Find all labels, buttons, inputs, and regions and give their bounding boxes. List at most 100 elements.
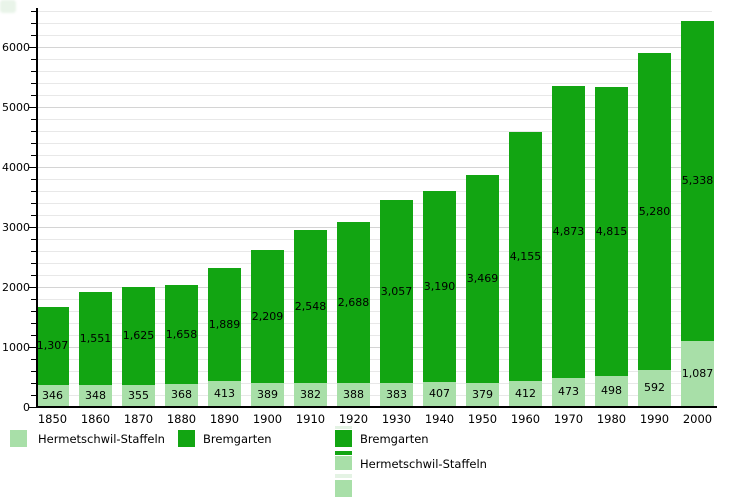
y-minor-tick	[31, 323, 36, 324]
y-tick-label: 5000	[2, 101, 30, 114]
gridline-minor	[38, 383, 712, 384]
bar-value-bremgarten: 3,190	[423, 280, 456, 293]
bar-value-hermetschwil: 379	[472, 388, 493, 401]
gridline-major	[38, 347, 712, 348]
bar-segment-hermetschwil	[294, 383, 327, 406]
y-axis-line	[36, 8, 38, 408]
y-minor-tick	[31, 35, 36, 36]
legend-right-label-bremgarten: Bremgarten	[360, 432, 429, 446]
x-tick-label: 1890	[209, 412, 240, 426]
bar-value-hermetschwil: 388	[343, 388, 364, 401]
bar-segment-hermetschwil	[552, 378, 585, 406]
bar-value-hermetschwil: 413	[214, 387, 235, 400]
legend-bottom-label-hermetschwil: Hermetschwil-Staffeln	[38, 432, 165, 446]
bar-value-hermetschwil: 473	[558, 385, 579, 398]
gridline-minor	[38, 395, 712, 396]
x-tick-label: 2000	[682, 412, 713, 426]
bar-segment-bremgarten	[165, 285, 198, 384]
y-tick-label: 4000	[2, 161, 30, 174]
legend-right-strip-pale	[335, 474, 352, 478]
y-minor-tick	[31, 359, 36, 360]
bar-value-bremgarten: 5,280	[638, 205, 671, 218]
y-minor-tick	[31, 299, 36, 300]
gridline-major	[38, 47, 712, 48]
y-minor-tick	[31, 335, 36, 336]
gridline-minor	[38, 335, 712, 336]
gridline-major	[38, 167, 712, 168]
y-minor-tick	[31, 371, 36, 372]
y-major-tick	[29, 107, 36, 108]
y-minor-tick	[31, 179, 36, 180]
y-tick-label: 3000	[2, 221, 30, 234]
legend-right-swatch-unlabeled	[335, 480, 352, 497]
bar-segment-hermetschwil	[337, 383, 370, 406]
gridline-minor	[38, 35, 712, 36]
x-tick-label: 1920	[338, 412, 369, 426]
gridline-minor	[38, 323, 712, 324]
y-minor-tick	[31, 203, 36, 204]
x-tick-label: 1850	[37, 412, 68, 426]
x-tick-label: 1870	[123, 412, 154, 426]
bar-segment-bremgarten	[208, 268, 241, 381]
bar-value-bremgarten: 5,338	[681, 174, 714, 187]
x-tick-label: 1980	[596, 412, 627, 426]
y-major-tick	[29, 407, 36, 408]
y-minor-tick	[31, 383, 36, 384]
x-tick-label: 1970	[553, 412, 584, 426]
y-minor-tick	[31, 119, 36, 120]
bar-segment-bremgarten	[380, 200, 413, 383]
bar-segment-hermetschwil	[638, 370, 671, 406]
legend-bottom-swatch-hermetschwil	[10, 430, 27, 447]
bar-segment-bremgarten	[509, 132, 542, 381]
bar-value-hermetschwil: 368	[171, 388, 192, 401]
bar-value-hermetschwil: 355	[128, 389, 149, 402]
gridline-minor	[38, 191, 712, 192]
gridline-minor	[38, 239, 712, 240]
y-major-tick	[29, 347, 36, 348]
bar-value-bremgarten: 1,625	[122, 329, 155, 342]
bar-value-bremgarten: 2,548	[294, 300, 327, 313]
x-axis-line	[36, 406, 717, 408]
y-minor-tick	[31, 11, 36, 12]
gridline-minor	[38, 251, 712, 252]
y-minor-tick	[31, 275, 36, 276]
gridline-minor	[38, 203, 712, 204]
bar-value-bremgarten: 1,658	[165, 328, 198, 341]
y-minor-tick	[31, 143, 36, 144]
gridline-minor	[38, 71, 712, 72]
y-minor-tick	[31, 59, 36, 60]
bar-value-bremgarten: 3,057	[380, 285, 413, 298]
legend-right-strip-dark	[335, 451, 352, 455]
bar-value-hermetschwil: 348	[85, 389, 106, 402]
gridline-minor	[38, 299, 712, 300]
x-tick-label: 1860	[80, 412, 111, 426]
y-minor-tick	[31, 239, 36, 240]
bar-value-hermetschwil: 383	[386, 388, 407, 401]
bar-value-bremgarten: 1,551	[79, 332, 112, 345]
y-minor-tick	[31, 155, 36, 156]
gridline-minor	[38, 179, 712, 180]
bar-segment-hermetschwil	[79, 385, 112, 406]
gridline-minor	[38, 215, 712, 216]
bar-value-bremgarten: 4,815	[595, 225, 628, 238]
bar-value-bremgarten: 1,889	[208, 318, 241, 331]
y-tick-label: 2000	[2, 281, 30, 294]
bar-value-hermetschwil: 407	[429, 387, 450, 400]
y-major-tick	[29, 47, 36, 48]
gridline-minor	[38, 311, 712, 312]
y-minor-tick	[31, 83, 36, 84]
gridline-major	[38, 287, 712, 288]
y-tick-label: 0	[23, 401, 30, 414]
y-major-tick	[29, 227, 36, 228]
gridline-minor	[38, 59, 712, 60]
bar-value-bremgarten: 4,155	[509, 250, 542, 263]
bar-segment-bremgarten	[423, 191, 456, 382]
bar-value-hermetschwil: 498	[601, 384, 622, 397]
y-minor-tick	[31, 23, 36, 24]
x-tick-label: 1880	[166, 412, 197, 426]
gridline-minor	[38, 275, 712, 276]
bar-segment-bremgarten	[122, 287, 155, 385]
y-minor-tick	[31, 131, 36, 132]
bar-segment-bremgarten	[595, 87, 628, 376]
